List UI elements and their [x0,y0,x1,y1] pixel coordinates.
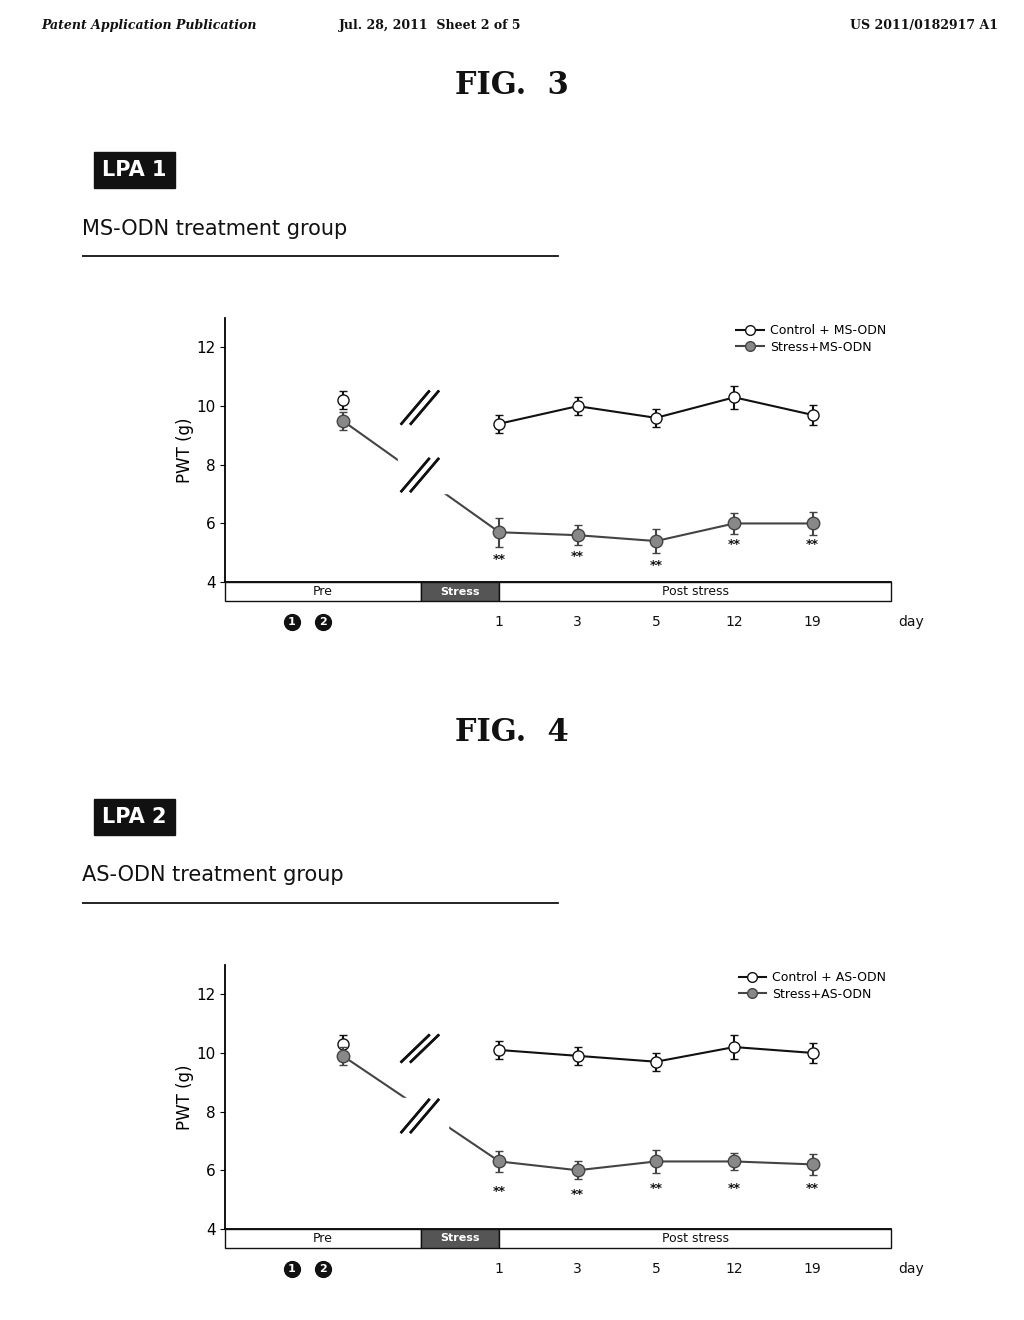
Text: Stress: Stress [440,586,480,597]
Text: Pre: Pre [313,1232,333,1245]
Text: **: ** [649,558,663,572]
Bar [421,1229,500,1247]
Y-axis label: PWT (g): PWT (g) [175,417,194,483]
Text: 19: 19 [804,1262,821,1275]
Text: 12: 12 [725,1262,743,1275]
Text: **: ** [806,539,819,552]
Bar [421,582,500,601]
Bar [225,1229,421,1247]
Text: FIG.  3: FIG. 3 [455,70,569,102]
Text: LPA 1: LPA 1 [102,160,167,181]
Y-axis label: PWT (g): PWT (g) [175,1064,194,1130]
Text: **: ** [728,1181,740,1195]
Text: 5: 5 [651,1262,660,1275]
Text: Patent Application Publication: Patent Application Publication [41,18,256,32]
Point [284,611,300,632]
Text: 5: 5 [651,615,660,628]
Text: **: ** [571,550,584,562]
Bar [500,1229,891,1247]
Text: 2: 2 [319,1263,327,1274]
Text: 1: 1 [288,1263,296,1274]
Text: MS-ODN treatment group: MS-ODN treatment group [82,219,347,239]
Text: 1: 1 [495,615,504,628]
Bar [500,582,891,601]
Text: LPA 2: LPA 2 [102,807,167,828]
Text: day: day [899,615,925,628]
Legend: Control + AS-ODN, Stress+AS-ODN: Control + AS-ODN, Stress+AS-ODN [733,966,891,1006]
Text: **: ** [493,1185,506,1199]
Text: US 2011/0182917 A1: US 2011/0182917 A1 [850,18,998,32]
Text: 12: 12 [725,615,743,628]
Point [284,1258,300,1279]
Text: Jul. 28, 2011  Sheet 2 of 5: Jul. 28, 2011 Sheet 2 of 5 [339,18,521,32]
Text: Post stress: Post stress [662,1232,729,1245]
Text: **: ** [728,539,740,552]
Text: **: ** [571,1188,584,1201]
Point [315,1258,332,1279]
Text: **: ** [806,1181,819,1195]
Text: **: ** [493,553,506,566]
Text: Pre: Pre [313,585,333,598]
Text: **: ** [649,1181,663,1195]
Text: Stress: Stress [440,1233,480,1243]
Text: AS-ODN treatment group: AS-ODN treatment group [82,866,343,886]
Text: FIG.  4: FIG. 4 [455,717,569,748]
Text: 3: 3 [573,615,582,628]
Text: Post stress: Post stress [662,585,729,598]
Bar [225,582,421,601]
Text: 1: 1 [288,616,296,627]
Text: 1: 1 [495,1262,504,1275]
Text: 19: 19 [804,615,821,628]
Text: 2: 2 [319,616,327,627]
Point [315,611,332,632]
Legend: Control + MS-ODN, Stress+MS-ODN: Control + MS-ODN, Stress+MS-ODN [731,319,891,359]
Text: 3: 3 [573,1262,582,1275]
Text: day: day [899,1262,925,1275]
